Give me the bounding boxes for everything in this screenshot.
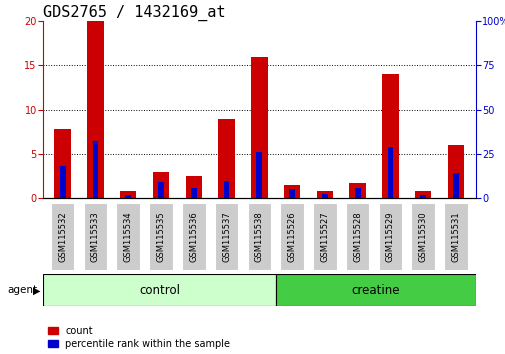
Bar [125, 195, 131, 198]
Text: GSM115528: GSM115528 [352, 211, 362, 262]
Text: GSM115529: GSM115529 [385, 211, 394, 262]
Text: creatine: creatine [351, 284, 399, 297]
FancyBboxPatch shape [275, 274, 475, 306]
Text: GSM115535: GSM115535 [156, 211, 165, 262]
Bar [447, 145, 463, 198]
Text: GSM115531: GSM115531 [450, 211, 460, 262]
FancyBboxPatch shape [247, 203, 271, 270]
FancyBboxPatch shape [345, 203, 369, 270]
Text: GSM115533: GSM115533 [91, 211, 100, 262]
Bar [218, 119, 234, 198]
Bar [420, 195, 425, 198]
Bar [120, 191, 136, 198]
Text: GSM115538: GSM115538 [255, 211, 263, 262]
Bar [60, 166, 66, 198]
FancyBboxPatch shape [83, 203, 107, 270]
Bar [92, 141, 98, 198]
Bar [414, 191, 431, 198]
Text: GSM115537: GSM115537 [222, 211, 231, 262]
Bar [354, 188, 360, 198]
Text: ▶: ▶ [33, 285, 40, 295]
Bar [185, 176, 201, 198]
FancyBboxPatch shape [411, 203, 434, 270]
Bar [289, 189, 294, 198]
FancyBboxPatch shape [443, 203, 467, 270]
Bar [190, 188, 196, 198]
Bar [452, 173, 458, 198]
FancyBboxPatch shape [214, 203, 238, 270]
Text: GSM115534: GSM115534 [124, 211, 132, 262]
Bar [87, 21, 104, 198]
Text: GSM115530: GSM115530 [418, 211, 427, 262]
Bar [250, 57, 267, 198]
Bar [223, 181, 229, 198]
Bar [256, 152, 262, 198]
Text: GDS2765 / 1432169_at: GDS2765 / 1432169_at [43, 5, 225, 21]
Bar [349, 183, 365, 198]
FancyBboxPatch shape [51, 203, 74, 270]
Text: agent: agent [8, 285, 38, 295]
Bar [55, 129, 71, 198]
Bar [283, 185, 299, 198]
Text: GSM115527: GSM115527 [320, 211, 329, 262]
Bar [387, 147, 392, 198]
Bar [153, 172, 169, 198]
Text: GSM115526: GSM115526 [287, 211, 296, 262]
Bar [381, 74, 398, 198]
FancyBboxPatch shape [116, 203, 140, 270]
Bar [321, 194, 327, 198]
Text: GSM115532: GSM115532 [58, 211, 67, 262]
FancyBboxPatch shape [280, 203, 304, 270]
FancyBboxPatch shape [313, 203, 336, 270]
Text: control: control [139, 284, 180, 297]
Text: GSM115536: GSM115536 [189, 211, 198, 262]
FancyBboxPatch shape [149, 203, 173, 270]
Legend: count, percentile rank within the sample: count, percentile rank within the sample [48, 326, 230, 349]
FancyBboxPatch shape [182, 203, 205, 270]
FancyBboxPatch shape [378, 203, 401, 270]
Bar [316, 191, 332, 198]
Bar [158, 182, 164, 198]
FancyBboxPatch shape [43, 274, 275, 306]
